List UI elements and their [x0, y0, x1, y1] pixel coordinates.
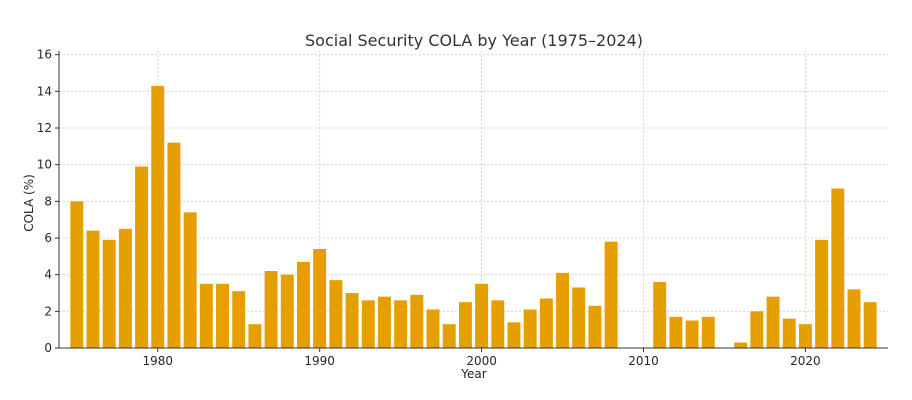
bar-1987	[264, 271, 278, 348]
bar-1984	[216, 283, 230, 348]
bar-2007	[588, 305, 602, 348]
bar-1997	[426, 309, 440, 348]
x-tick-label: 1980	[142, 354, 173, 368]
bar-1981	[167, 142, 181, 348]
y-tick-label: 6	[44, 231, 52, 245]
bar-1993	[361, 300, 375, 348]
x-axis-label: Year	[460, 367, 486, 381]
bar-1975	[70, 201, 84, 348]
chart-title: Social Security COLA by Year (1975–2024)	[305, 31, 643, 50]
bar-2019	[782, 318, 796, 348]
bar-2021	[815, 239, 829, 348]
axes: 0 2 4 6 8 10 12 14 16 1980 1990 2000 2010 2020	[37, 48, 888, 368]
x-tick-label: 2020	[790, 354, 821, 368]
grid-lines	[59, 51, 888, 349]
bar-1983	[199, 283, 213, 348]
y-tick-label: 2	[44, 304, 52, 318]
bar-1985	[232, 291, 246, 348]
bar-1992	[345, 293, 359, 348]
bar-2017	[750, 311, 764, 348]
bar-1978	[118, 228, 132, 348]
y-tick-label: 8	[44, 194, 52, 208]
bar-2014	[701, 316, 715, 348]
bar-2001	[491, 300, 505, 348]
bar-2006	[572, 287, 586, 348]
bar-2000	[475, 283, 489, 348]
bar-1991	[329, 280, 343, 348]
bar-1976	[86, 230, 100, 348]
x-tick-label: 1990	[304, 354, 335, 368]
y-tick-label: 12	[37, 121, 52, 135]
x-tick-label: 2010	[628, 354, 659, 368]
bar-2024	[863, 302, 877, 348]
bar-1999	[458, 302, 472, 348]
bar-2003	[523, 309, 537, 348]
y-tick-label: 4	[44, 268, 52, 282]
y-axis-label: COLA (%)	[22, 174, 36, 232]
bar-1977	[102, 239, 116, 348]
bar-2023	[847, 289, 861, 348]
bar-2013	[685, 320, 699, 348]
y-tick-label: 10	[37, 158, 52, 172]
y-tick-label: 14	[37, 84, 52, 98]
bar-1990	[313, 249, 327, 348]
bar-1989	[297, 261, 310, 348]
bar-2016	[734, 342, 748, 348]
bar-2020	[798, 324, 812, 348]
bar-1996	[410, 294, 424, 348]
bar-2022	[831, 188, 845, 348]
bar-2012	[669, 316, 683, 348]
bar-2002	[507, 322, 521, 348]
bar-2005	[556, 272, 570, 348]
bar-2018	[766, 296, 780, 348]
y-tick-label: 0	[44, 341, 52, 355]
bar-1988	[280, 274, 294, 348]
bar-1982	[183, 212, 197, 348]
bar-1979	[135, 166, 149, 348]
bar-2004	[539, 298, 553, 348]
bar-1986	[248, 324, 262, 348]
bars	[70, 85, 877, 348]
y-tick-label: 16	[37, 48, 52, 62]
bar-1994	[377, 296, 391, 348]
bar-1995	[394, 300, 408, 348]
bar-2011	[653, 282, 667, 348]
bar-1998	[442, 324, 456, 348]
bar-1980	[151, 85, 165, 348]
bar-2008	[604, 241, 618, 348]
x-tick-label: 2000	[466, 354, 497, 368]
